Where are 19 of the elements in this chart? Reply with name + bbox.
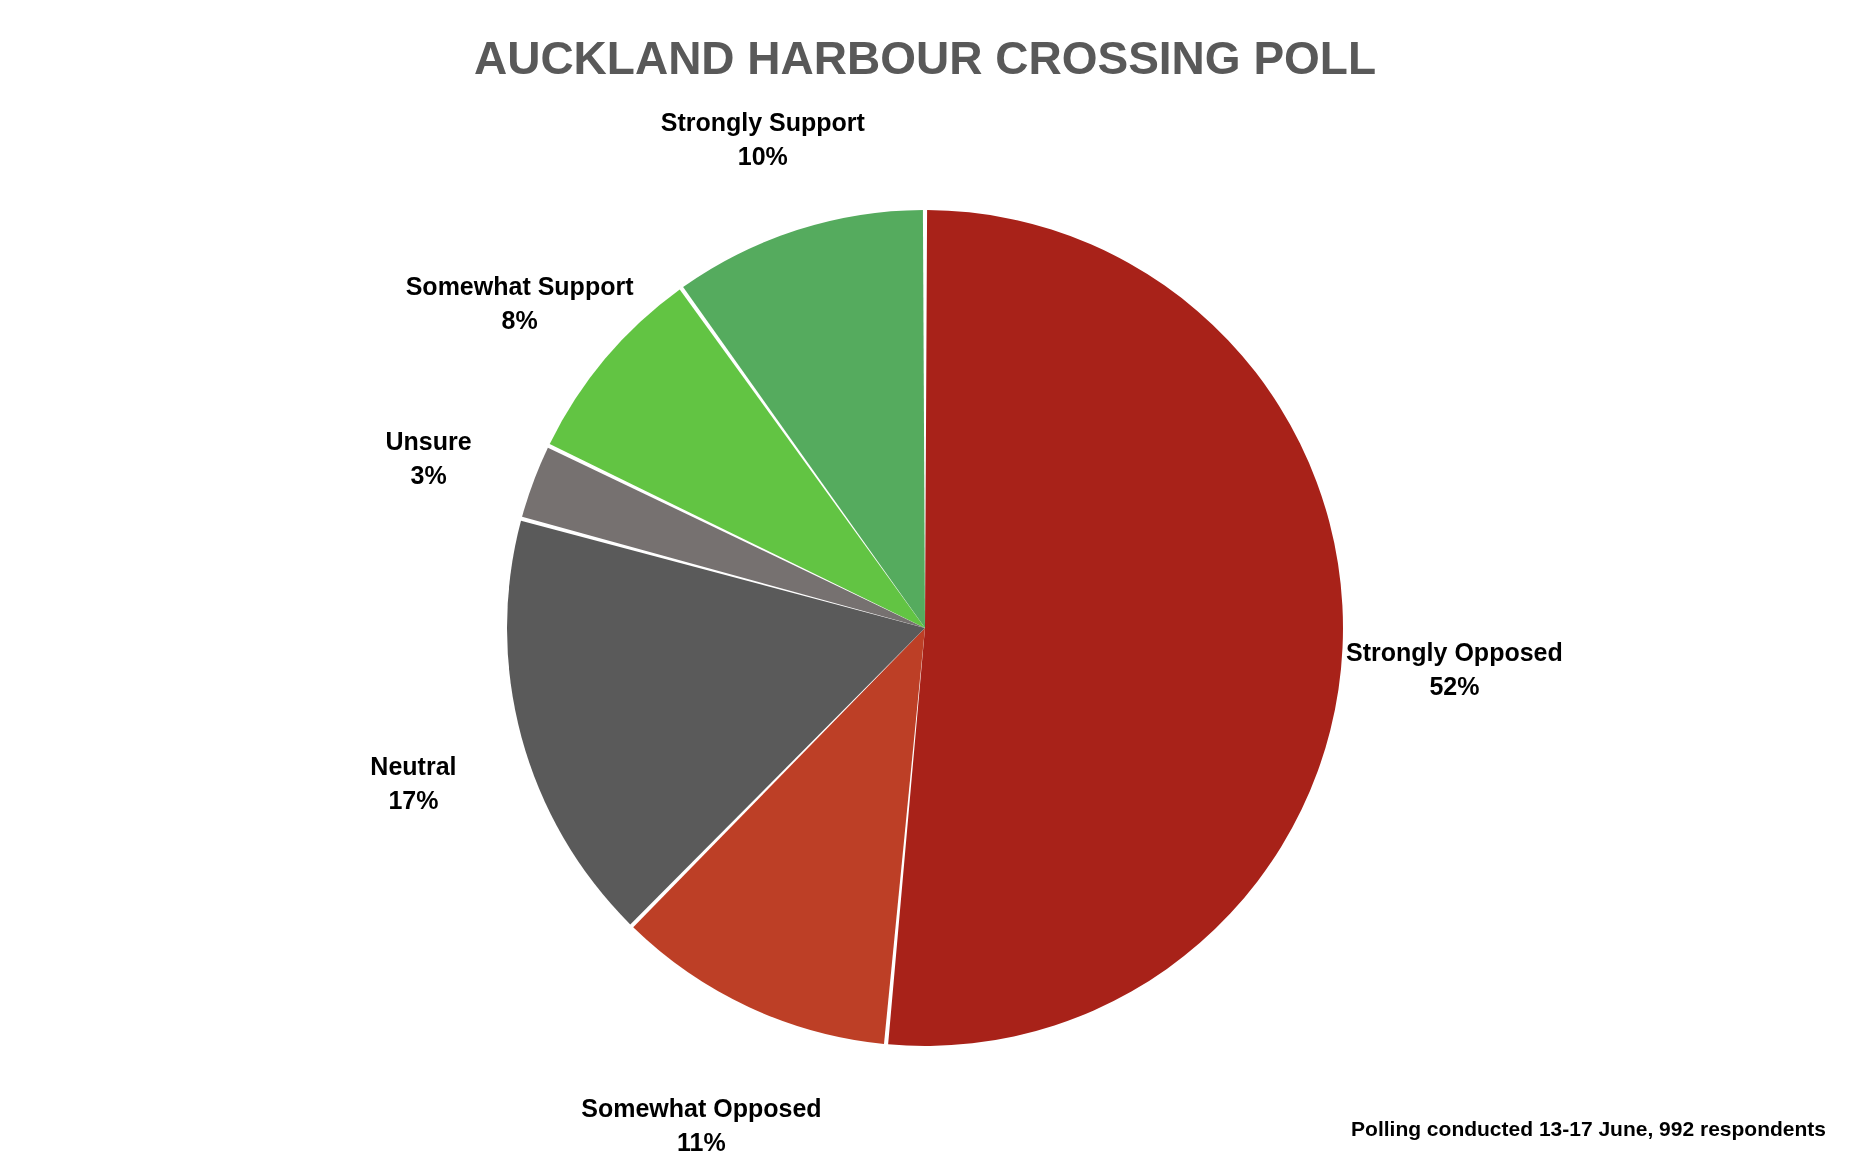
data-label: 10% — [737, 142, 788, 171]
slice-label: Neutral — [370, 751, 457, 780]
pie-slice — [522, 447, 925, 628]
slice-label: Unsure — [385, 427, 472, 456]
slice-label: Strongly Support — [660, 108, 866, 137]
pie-slice — [888, 210, 1343, 1046]
slice-label: Strongly Opposed — [1346, 637, 1563, 666]
pie-slice — [683, 210, 925, 628]
data-label: 52% — [1429, 671, 1480, 700]
data-label: 3% — [410, 461, 447, 490]
text: Polling conducted 13-17 June, 992 respondents — [1351, 1117, 1826, 1140]
data-label: 11% — [677, 1127, 726, 1156]
slice-label: Somewhat Opposed — [581, 1093, 822, 1122]
pie-slice — [507, 520, 925, 925]
chart-title: AUCKLAND HARBOUR CROSSING POLL — [473, 32, 1377, 84]
data-label: 17% — [388, 785, 439, 814]
slice-label: Somewhat Support — [405, 271, 635, 300]
pie-slice — [633, 628, 925, 1044]
data-label: 8% — [501, 305, 538, 334]
